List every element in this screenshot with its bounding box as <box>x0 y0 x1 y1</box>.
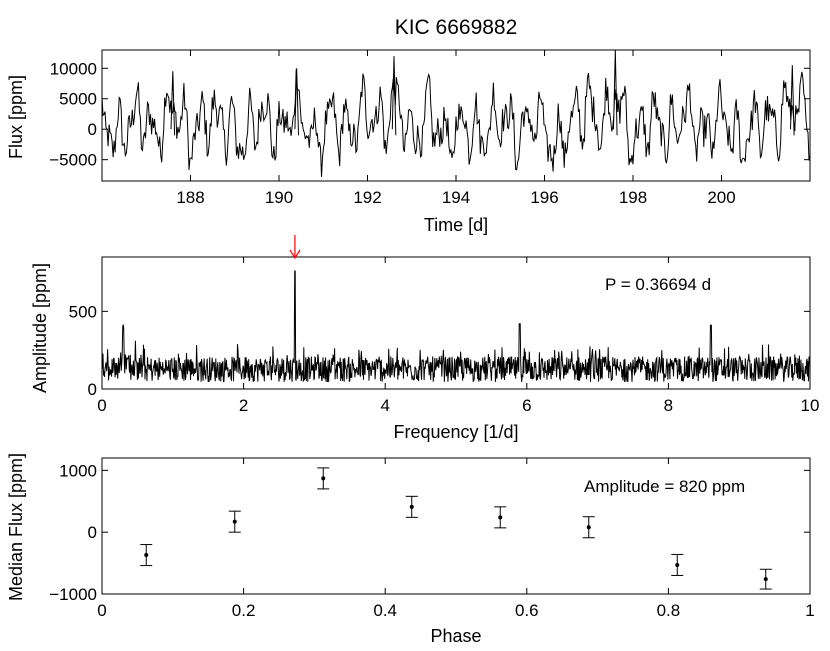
light-curve-x-tick-label: 198 <box>619 188 647 207</box>
spectrum-y-tick-label: 0 <box>88 380 97 399</box>
light-curve-y-tick-label: 0 <box>88 120 97 139</box>
phase-axes-frame <box>101 457 811 595</box>
spectrum-axes-frame <box>101 256 811 390</box>
light-curve-axes-frame <box>101 49 811 182</box>
spectrum-x-tick-label: 8 <box>664 396 673 415</box>
light-curve-x-tick-label: 196 <box>530 188 558 207</box>
spectrum-x-label: Frequency [1/d] <box>393 422 518 442</box>
phase-points <box>140 467 772 590</box>
phase-x-label: Phase <box>430 626 481 646</box>
light-curve-x-tick-label: 190 <box>265 188 293 207</box>
phase-point <box>586 525 591 530</box>
spectrum-x-tick-label: 10 <box>801 396 820 415</box>
spectrum-x-tick-label: 2 <box>239 396 248 415</box>
light-curve-x-label: Time [d] <box>424 215 488 235</box>
phase-point <box>232 519 237 524</box>
light-curve-x-tick-label: 194 <box>442 188 470 207</box>
light-curve-y-tick-label: −5000 <box>49 151 97 170</box>
phase-x-tick-label: 0.4 <box>373 601 397 620</box>
phase-x-tick-label: 0.6 <box>515 601 539 620</box>
phase-point <box>675 562 680 567</box>
spectrum-x-tick-label: 4 <box>380 396 389 415</box>
phase-x-tick-label: 0.2 <box>232 601 256 620</box>
phase-x-tick-label: 1 <box>805 601 814 620</box>
spectrum-x-tick-label: 0 <box>97 396 106 415</box>
light-curve-x-tick-label: 192 <box>353 188 381 207</box>
spectrum-y-tick-label: 500 <box>69 302 97 321</box>
amplitude-annotation: Amplitude = 820 ppm <box>584 477 745 496</box>
light-curve-x-tick-label: 188 <box>176 188 204 207</box>
light-curve-ticks: 188 190 192 194 196 198 200 −5000 0 5000 10000 <box>49 50 810 207</box>
spectrum-x-tick-label: 6 <box>522 396 531 415</box>
light-curve-x-tick-label: 200 <box>707 188 735 207</box>
phase-y-tick-label: 0 <box>88 523 97 542</box>
phase-x-tick-label: 0.8 <box>657 601 681 620</box>
spectrum-y-label: Amplitude [ppm] <box>30 263 50 393</box>
phase-point <box>144 553 149 558</box>
phase-point <box>409 504 414 509</box>
phase-x-tick-label: 0 <box>97 601 106 620</box>
phase-point <box>321 476 326 481</box>
phase-point <box>498 515 503 520</box>
light-curve-series-line <box>101 49 811 177</box>
light-curve-y-tick-label: 5000 <box>59 90 97 109</box>
light-curve-y-tick-label: 10000 <box>50 59 97 78</box>
phase-y-tick-label: 1000 <box>59 461 97 480</box>
phase-y-label: Median Flux [ppm] <box>6 453 26 601</box>
light-curve-panel: 188 190 192 194 196 198 200 −5000 0 5000 10000 Tim… <box>6 49 811 235</box>
phase-y-tick-label: −1000 <box>49 585 97 604</box>
spectrum-ticks: 0 2 4 6 8 10 0 500 <box>69 257 820 415</box>
spectrum-panel: 0 2 4 6 8 10 0 500 P = 0.36694 d Frequency [1/d… <box>30 235 819 442</box>
light-curve-y-label: Flux [ppm] <box>6 75 26 159</box>
spectrum-series-line <box>101 270 811 383</box>
period-annotation: P = 0.36694 d <box>605 275 711 294</box>
phase-point <box>763 577 768 582</box>
chart-title: KIC 6669882 <box>395 16 518 39</box>
peak-arrow-marker <box>289 235 301 260</box>
peak-arrow-head <box>289 249 301 260</box>
